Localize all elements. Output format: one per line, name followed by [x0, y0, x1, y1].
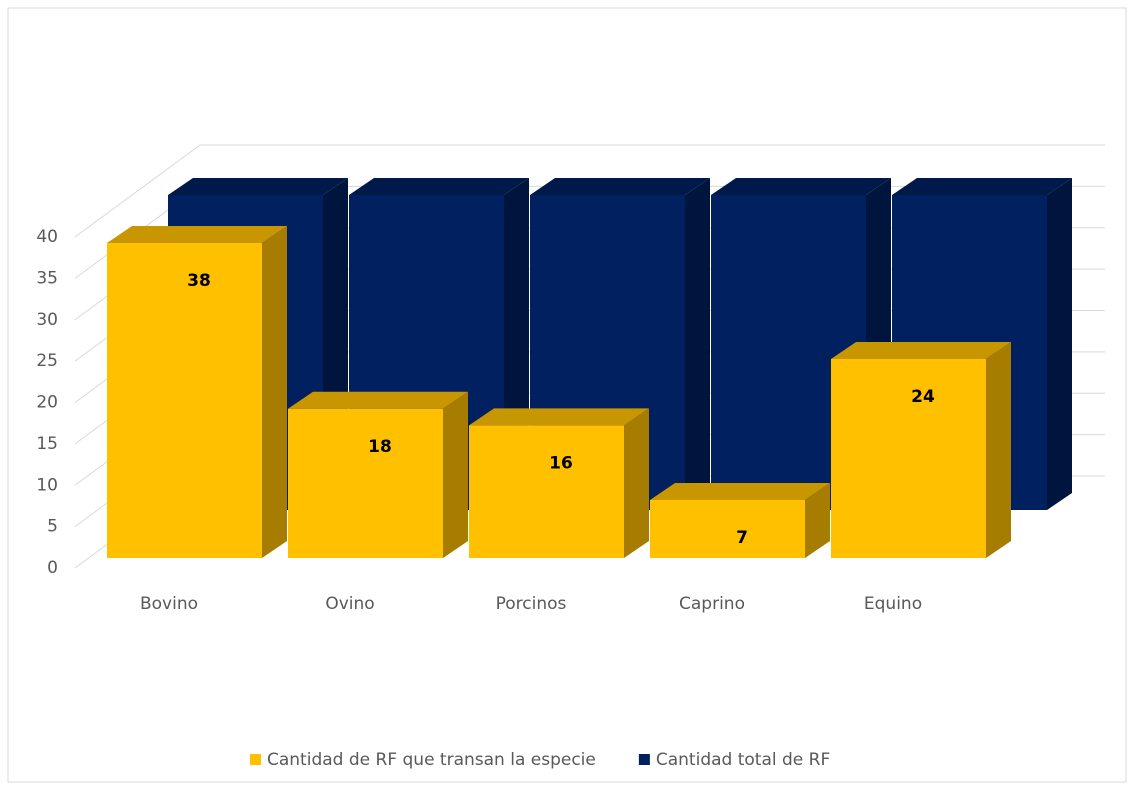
- bar-face: [107, 225, 287, 243]
- bar-face: [711, 177, 891, 195]
- legend-label: Cantidad de RF que transan la especie: [267, 750, 596, 770]
- bar-face: [443, 391, 468, 558]
- bar-face: [262, 225, 287, 559]
- bar-face: [711, 194, 866, 511]
- y-tick-label: 10: [36, 475, 58, 495]
- y-tick-label: 30: [36, 310, 58, 330]
- x-tick-label: Bovino: [140, 594, 198, 614]
- y-tick-label: 40: [36, 227, 58, 247]
- data-label: 7: [736, 528, 748, 548]
- legend-swatch: [250, 754, 261, 765]
- bar-face: [650, 482, 830, 500]
- y-tick-label: 35: [36, 268, 58, 288]
- data-label: 16: [549, 453, 573, 473]
- bar-face: [107, 242, 262, 559]
- y-tick-label: 0: [47, 558, 58, 578]
- bar: [107, 225, 287, 559]
- y-tick-label: 20: [36, 393, 58, 413]
- x-tick-label: Caprino: [679, 594, 745, 614]
- y-tick-label: 25: [36, 351, 58, 371]
- legend-label: Cantidad total de RF: [656, 750, 830, 770]
- bar-face: [469, 408, 649, 426]
- bar-face: [624, 408, 649, 558]
- bar-face: [805, 482, 830, 558]
- grid-line: [74, 144, 201, 238]
- bar-face: [986, 342, 1011, 558]
- bar-face: [349, 177, 529, 195]
- legend-swatch: [638, 754, 650, 765]
- bar-face: [650, 499, 805, 558]
- bar: [288, 391, 468, 558]
- bar-face: [530, 177, 710, 195]
- bar-face: [831, 342, 1011, 360]
- data-label: 24: [911, 387, 935, 407]
- bar-face: [288, 391, 468, 409]
- bar-face: [1047, 177, 1072, 511]
- bar-face: [469, 425, 624, 558]
- data-label: 38: [187, 271, 211, 291]
- bar-face: [168, 177, 348, 195]
- bar: [831, 342, 1011, 558]
- data-label: 18: [368, 437, 392, 457]
- bar-face: [288, 408, 443, 558]
- bar-face: [831, 359, 986, 558]
- bar-face: [892, 177, 1072, 195]
- x-tick-label: Ovino: [325, 594, 374, 614]
- x-tick-label: Porcinos: [496, 594, 567, 614]
- y-tick-label: 15: [36, 434, 58, 454]
- bar-face: [685, 177, 710, 511]
- x-tick-label: Equino: [864, 594, 922, 614]
- bar: [650, 482, 830, 558]
- bar: [469, 408, 649, 558]
- y-tick-label: 5: [47, 517, 58, 537]
